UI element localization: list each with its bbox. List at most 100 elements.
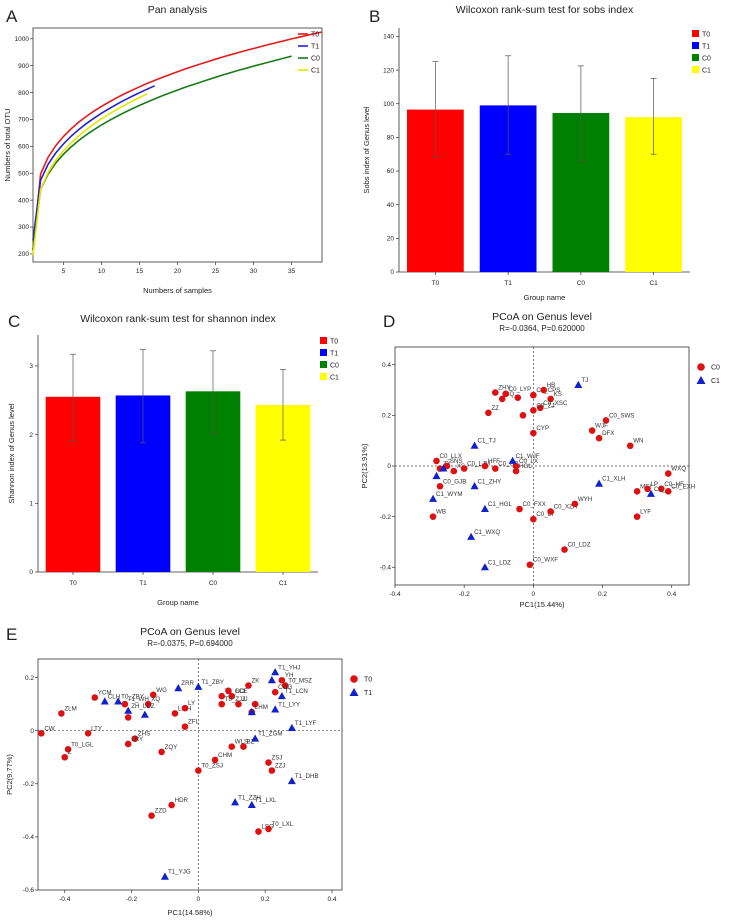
point-label: T1_LCN [285,688,308,695]
point-t1 [271,668,280,676]
point-t0 [171,710,179,717]
point-t0 [228,743,236,750]
point-c1 [480,563,489,571]
point-label: T1_LCE [225,688,248,695]
point-t1 [287,776,296,785]
chart-subtitle: R=-0.0364, P=0.620000 [499,324,585,333]
point-label: HGL [519,463,532,470]
point-label: T1_LYY [278,701,300,708]
point-c1 [508,456,517,464]
point-label: C0_LX [519,458,538,465]
point-t0 [58,710,65,717]
panel-c-shannon-index: C Wilcoxon rank-sum test for shannon inde… [0,305,355,620]
point-t1 [174,684,183,692]
point-label: T1_ZBY [201,679,224,686]
y-tick-label: 0.2 [25,675,34,682]
point-label: WJF [595,423,608,430]
x-tick-label-t1: T1 [504,280,512,287]
point-t0 [251,700,259,708]
plot-frame [32,27,323,263]
legend-label-t0: T0 [330,338,338,345]
point-c0 [498,395,506,403]
point-label: C1_WYM [436,491,462,498]
point-label: KS [554,391,562,398]
point-label: XQ [151,696,160,703]
legend-marker-c0 [697,363,705,371]
y-tick-label: 0 [387,463,391,470]
legend-swatch-t0 [320,337,327,344]
y-tick-label: 700 [18,117,29,124]
point-c0 [530,391,537,399]
point-t0 [149,691,157,699]
point-t0 [268,767,276,774]
x-tick-label: 0.2 [598,591,607,598]
point-label: T1_WH [128,696,149,703]
point-label: C0_ZJ [536,402,554,409]
point-label: WLS [235,739,248,746]
point-c0 [512,467,520,475]
y-tick-label: 60 [387,168,395,175]
point-label: C0_LDZ [567,542,590,549]
point-label: T1_LXL [255,797,277,804]
point-c0 [450,467,458,475]
point-label: WYH [578,496,592,503]
point-label: ZH_LDZ [131,703,155,710]
y-tick-label: 0 [390,269,394,276]
y-axis-label: PC2(13.91%) [360,443,369,489]
point-t0 [265,759,272,766]
x-tick-label-t1: T1 [139,580,147,587]
point-label: ZSJ [272,755,283,762]
legend-marker-t0 [350,675,358,683]
y-tick-label: 120 [383,67,394,74]
point-label: WB [436,509,446,516]
y-tick-label: 0 [29,569,33,576]
x-tick-label-c1: C1 [279,580,288,587]
series-line-c0 [32,55,292,250]
point-label: C0_LYP [509,386,532,393]
panel-d-pcoa-c: D PCoA on Genus level R=-0.0364, P=0.62000… [355,305,745,620]
x-tick-label: 5 [62,268,66,275]
legend-label-t1: T1 [364,690,372,697]
x-tick-label: 15 [136,268,144,275]
legend-label-t1: T1 [330,350,338,357]
x-axis-label: PC1(14.58%) [167,908,213,917]
point-t1 [277,691,286,700]
panel-letter: C [8,312,20,331]
legend-label-c1: C1 [711,378,720,385]
legend-swatch-t1 [692,42,699,49]
point-t0 [218,700,226,708]
x-tick-label: 0.2 [261,896,270,903]
point-label: WG [156,687,167,694]
legend-label-c0: C0 [311,55,320,62]
y-tick-label: -0.2 [380,514,392,521]
point-t1 [287,723,296,732]
point-t0 [84,730,92,737]
point-c0 [516,505,523,513]
point-t0 [240,743,247,750]
x-tick-label: 30 [250,268,258,275]
point-c1 [432,471,441,480]
point-c0 [429,513,437,520]
point-label: C0_LLX [440,453,462,460]
point-c0 [602,417,610,424]
series-line-t1 [32,85,156,241]
legend-label-c0: C0 [702,55,711,62]
point-label: C0_FXX [523,501,546,508]
point-label: C0_XSC [543,400,568,407]
point-c0 [547,395,554,403]
point-label: GCL [235,688,248,695]
point-t0 [64,745,72,753]
point-c0 [514,394,522,401]
point-c0 [526,561,534,569]
y-tick-label: 500 [18,170,29,177]
point-label: LTY [91,725,102,732]
y-axis-label: Numbers of total OTU [3,109,12,182]
point-c0 [547,508,554,515]
panel-letter: B [369,7,380,26]
x-tick-label: -0.2 [459,591,471,598]
point-label: ZFL [188,719,200,726]
y-tick-label: 1000 [15,36,30,43]
point-t1 [140,710,149,718]
point-t0 [181,704,189,712]
point-label: SQ [505,391,514,398]
